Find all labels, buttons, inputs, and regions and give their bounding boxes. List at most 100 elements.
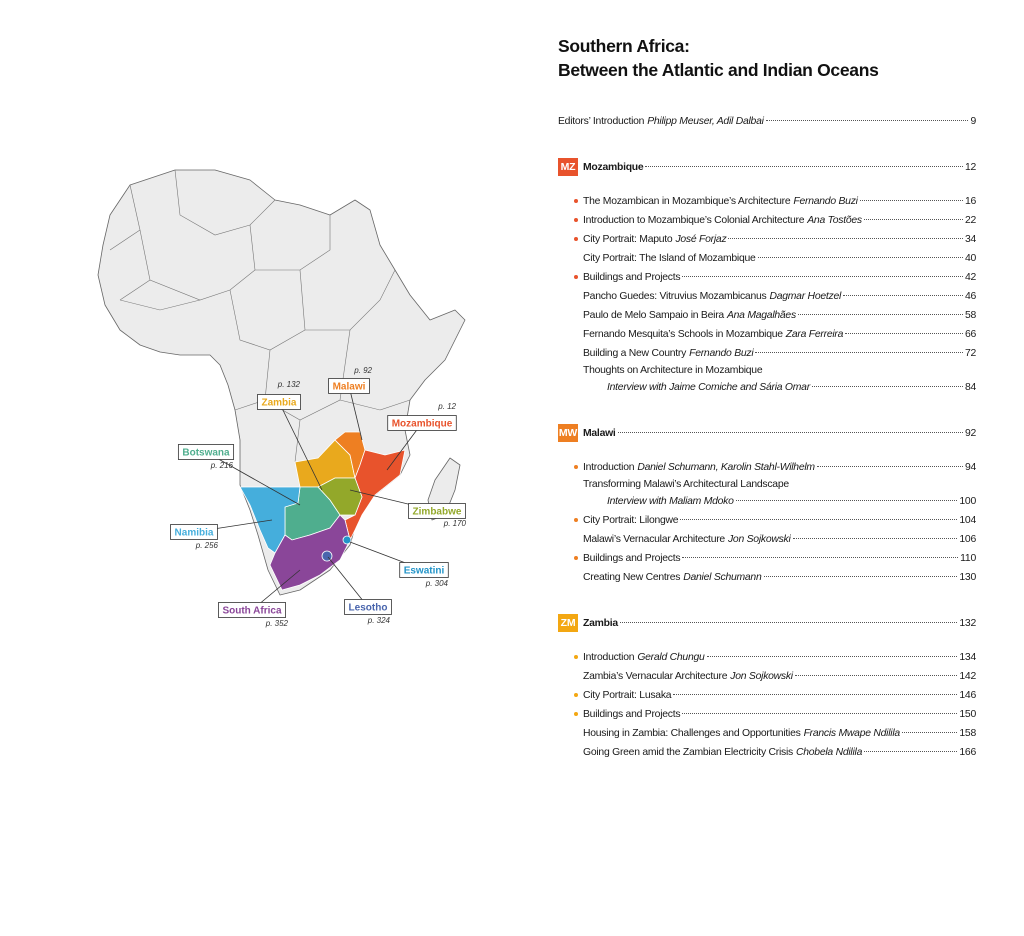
page-reference: p. 352 (265, 619, 289, 628)
entry-line: Building a New Country Fernando Buzi 72 (583, 344, 976, 363)
entry-author: Jon Sojkowski (730, 671, 793, 682)
border (174, 169, 276, 236)
page-reference: p. 256 (195, 541, 219, 550)
entry-title: City Portrait: The Island of Mozambique (583, 253, 756, 264)
section: MZ Mozambique 12 The Mozambican in Mozambiq… (558, 158, 976, 397)
leader-line (327, 556, 369, 608)
entry-line: Pancho Guedes: Vitruvius Mozambicanus Dag… (583, 287, 976, 306)
page-number: 22 (964, 215, 976, 226)
section-header: ZM Zambia 132 (558, 614, 976, 634)
page-number: 100 (959, 496, 976, 507)
country-label: Mozambique (392, 419, 453, 430)
entry-title: Zambia’s Vernacular Architecture (583, 671, 728, 682)
entry-line: Buildings and Projects 42 (583, 268, 976, 287)
entry-author: Dagmar Hoetzel (769, 291, 842, 302)
entry-title: Buildings and Projects (583, 272, 681, 283)
country (317, 477, 363, 516)
page-number: 66 (964, 329, 976, 340)
entry-line: Interview with Maliam Mdoko 100 (583, 493, 976, 510)
label-box (344, 599, 392, 615)
country-label: South Africa (222, 606, 282, 617)
entry-subtitle: Interview with Jaime Comiche and Sária O… (607, 382, 810, 393)
dot-leader (763, 576, 958, 577)
country-label: Lesotho (349, 603, 388, 614)
entry-title: Going Green amid the Zambian Electricity… (583, 747, 793, 758)
title: Southern Africa: Between the Atlantic an… (558, 34, 879, 82)
toc-entry: Going Green amid the Zambian Electricity… (558, 743, 976, 762)
country-label: Zambia (261, 398, 296, 409)
border (119, 279, 201, 311)
section-header: MW Malawi 92 (558, 424, 976, 444)
entry-list: The Mozambican in Mozambique’s Architect… (558, 192, 976, 397)
dot-leader (845, 333, 963, 334)
toc-entry: Pancho Guedes: Vitruvius Mozambicanus Dag… (558, 287, 976, 306)
entry-title: Housing in Zambia: Challenges and Opport… (583, 728, 801, 739)
entry-title: Transforming Malawi’s Architectural Land… (583, 479, 789, 490)
toc-entry: Buildings and Projects 42 (558, 268, 976, 287)
entry-author: Daniel Schumann, Karolin Stahl-Wilhelm (637, 462, 815, 473)
label-box (218, 602, 286, 618)
dot-leader (682, 276, 963, 277)
label-box (399, 562, 449, 578)
toc-entry: City Portrait: Lusaka 146 (558, 686, 976, 705)
dot-leader (673, 694, 958, 695)
dot-leader (755, 352, 963, 353)
label-box (177, 444, 235, 460)
toc-entry: Introduction Gerald Chungu 134 (558, 648, 976, 667)
toc-entry: Buildings and Projects 150 (558, 705, 976, 724)
entry-line: Zambia’s Vernacular Architecture Jon Sojk… (583, 667, 976, 686)
entry-title: Pancho Guedes: Vitruvius Mozambicanus (583, 291, 767, 302)
entry-author: Daniel Schumann (683, 572, 762, 583)
entry-line: Housing in Zambia: Challenges and Opport… (583, 724, 976, 743)
entry-title: Editors’ Introduction (558, 116, 645, 127)
entry-line: Thoughts on Architecture in Mozambique (583, 363, 976, 379)
page-number: 9 (970, 116, 976, 127)
entry-line: City Portrait: The Island of Mozambique 4… (583, 249, 976, 268)
entry-author: Ana Tostões (807, 215, 862, 226)
entry-title: Introduction (583, 462, 635, 473)
entry-author: Fernando Buzi (689, 348, 754, 359)
entry-author: José Forjaz (675, 234, 727, 245)
section-header: MZ Mozambique 12 (558, 158, 976, 178)
section-name: Zambia (583, 618, 618, 629)
bullet (574, 237, 578, 241)
dot-leader (811, 386, 963, 387)
entry-title: Thoughts on Architecture in Mozambique (583, 365, 763, 376)
section-name: Malawi (583, 428, 616, 439)
country-label: Namibia (175, 528, 214, 539)
page-number: 150 (959, 709, 976, 720)
entry-title: City Portrait: Lilongwe (583, 515, 679, 526)
page-number: 166 (959, 747, 976, 758)
entry-line: Introduction to Mozambique’s Colonial Ar… (583, 211, 976, 230)
entry-line: City Portrait: Lilongwe 104 (583, 511, 976, 530)
page-number: 110 (960, 553, 976, 564)
toc-entry: Thoughts on Architecture in Mozambique In… (558, 363, 976, 397)
border (229, 289, 306, 351)
entry-title: City Portrait: Maputo (583, 234, 673, 245)
page-number: 92 (964, 428, 976, 439)
bullet (574, 556, 578, 560)
entry-line: City Portrait: Lusaka 146 (583, 686, 976, 705)
toc-entry: Zambia’s Vernacular Architecture Jon Sojk… (558, 667, 976, 686)
dot-leader (757, 257, 963, 258)
dot-leader (680, 519, 958, 520)
entry-title: Malawi’s Vernacular Architecture (583, 534, 725, 545)
toc-entry: Malawi’s Vernacular Architecture Jon Sojk… (558, 530, 976, 549)
toc-entry: The Mozambican in Mozambique’s Architect… (558, 192, 976, 211)
entry-subtitle: Interview with Maliam Mdoko (607, 496, 734, 507)
bullet (574, 465, 578, 469)
country-label: Eswatini (404, 566, 445, 577)
bullet (574, 199, 578, 203)
dot-leader (843, 295, 963, 296)
map-labels: Zambia p. 132 Malawi p. 92 Mozambique p. 12 Bo… (170, 366, 467, 628)
table-of-contents: Editors’ Introduction Philipp Meuser, Adi… (558, 112, 976, 762)
entry-author: Jon Sojkowski (727, 534, 791, 545)
bullet (574, 518, 578, 522)
label-box (387, 415, 457, 431)
label-box (328, 378, 370, 394)
bullet (574, 693, 578, 697)
page-reference: p. 132 (277, 380, 301, 389)
toc-entry: Paulo de Melo Sampaio in Beira Ana Magalh… (558, 306, 976, 325)
toc-entry: City Portrait: Lilongwe 104 (558, 511, 976, 530)
